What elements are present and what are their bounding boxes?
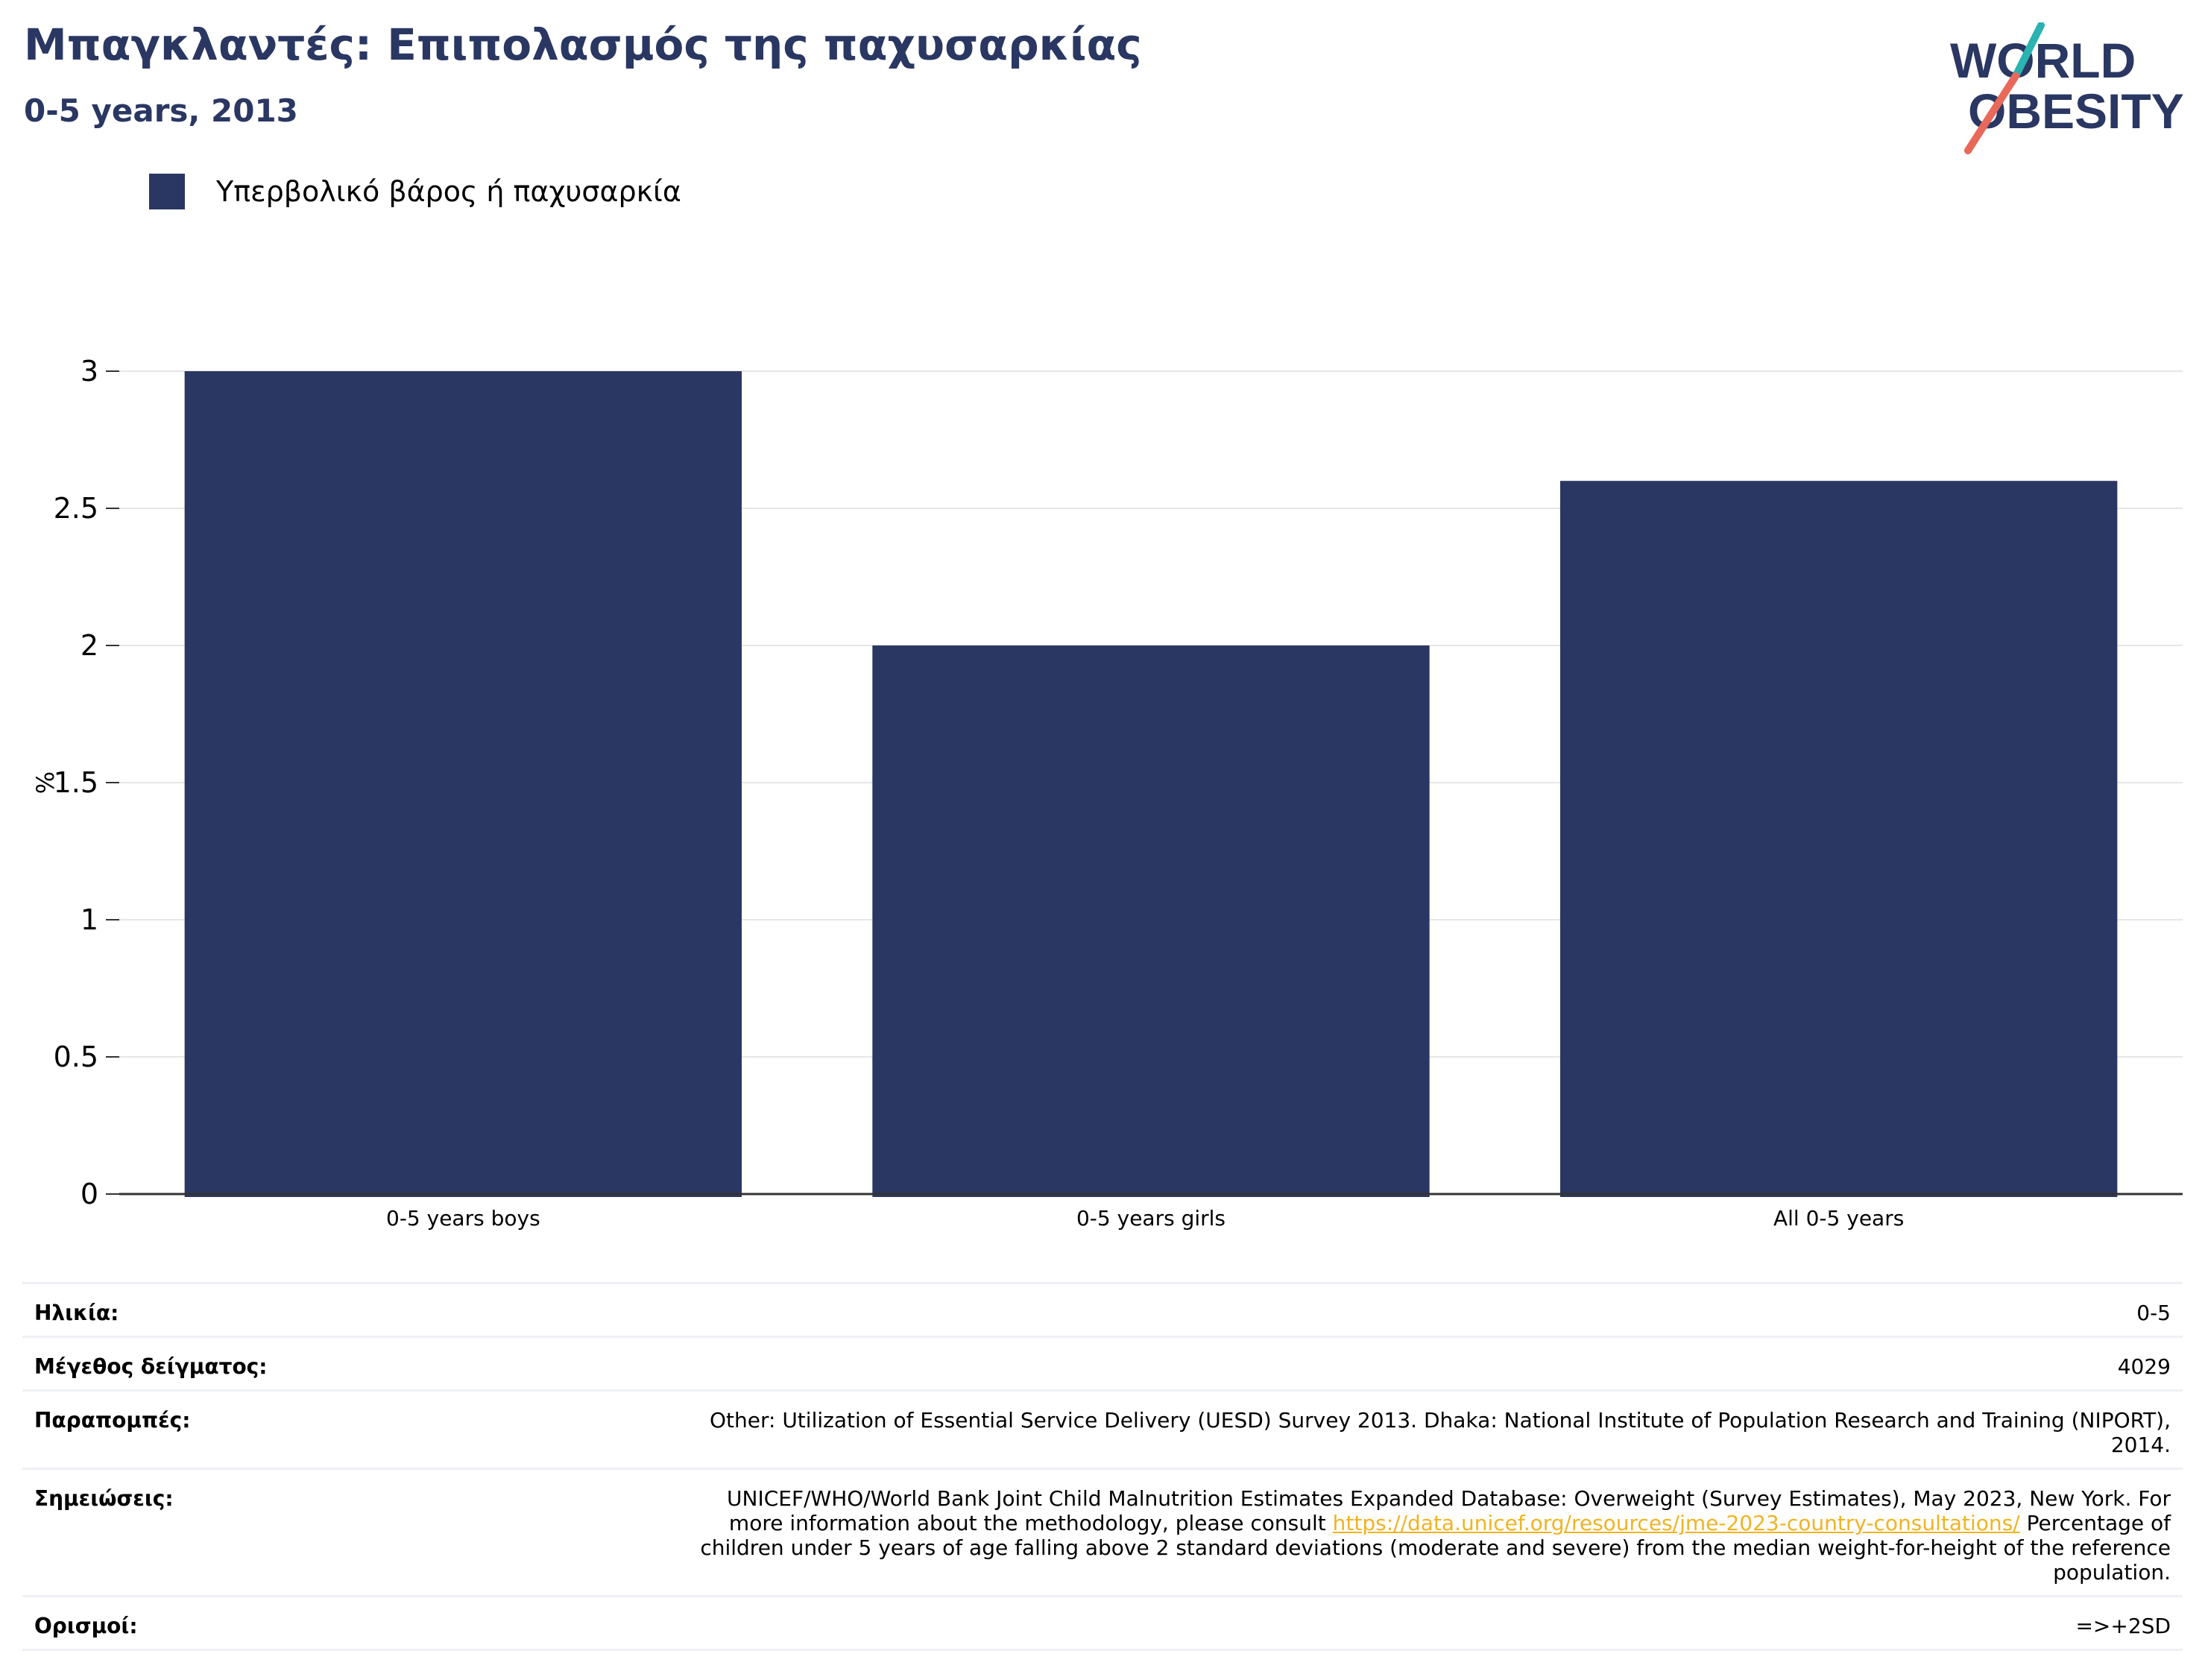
page-subtitle: 0-5 years, 2013 [24, 92, 298, 129]
info-row-notes: Σημειώσεις: UNICEF/WHO/World Bank Joint … [22, 1470, 2183, 1597]
references-line-2: 2014. [2110, 1433, 2171, 1457]
info-table: Ηλικία: 0-5 Μέγεθος δείγματος: 4029 Παρα… [22, 1282, 2183, 1651]
references-value: Other: Utilization of Essential Service … [710, 1408, 2171, 1457]
y-tick-label: 2.5 [54, 492, 98, 525]
references-label: Παραπομπές: [34, 1408, 191, 1433]
logo-text-world: WORLD [1950, 33, 2136, 88]
sample-size-value: 4029 [2117, 1354, 2171, 1379]
bar-chart: 0 0.5 1 1.5 2 2.5 3 0-5 years boys 0-5 years gir… [31, 355, 2183, 1231]
logo-slash-top [2012, 22, 2045, 80]
notes-line-3: children under 5 years of age falling ab… [700, 1535, 2171, 1560]
y-tick-label: 3 [81, 355, 98, 388]
sample-size-label: Μέγεθος δείγματος: [34, 1354, 268, 1379]
y-tick-label: 1 [81, 903, 98, 936]
age-value: 0-5 [2136, 1301, 2171, 1325]
legend-label: Υπερβολικό βάρος ή παχυσαρκία [216, 175, 681, 208]
notes-line-1: UNICEF/WHO/World Bank Joint Child Malnut… [727, 1486, 2171, 1511]
y-tick-label: 0.5 [54, 1040, 98, 1073]
info-row-sample: Μέγεθος δείγματος: 4029 [22, 1338, 2183, 1392]
references-line-1: Other: Utilization of Essential Service … [709, 1408, 2171, 1433]
bar [184, 371, 742, 1197]
notes-line-2-after: Percentage of [2026, 1511, 2171, 1535]
definitions-value: =>+2SD [2075, 1614, 2171, 1638]
notes-line-4: population. [2053, 1560, 2171, 1585]
info-row-references: Παραπομπές: Other: Utilization of Essent… [22, 1392, 2183, 1470]
page-title: Μπαγκλαντές: Επιπολασμός της παχυσαρκίας [24, 19, 1142, 70]
chart-legend: Υπερβολικό βάρος ή παχυσαρκία [149, 173, 681, 210]
bar [1559, 481, 2118, 1197]
info-row-definitions: Ορισμοί: =>+2SD [22, 1597, 2183, 1651]
bar [872, 645, 1430, 1197]
y-axis-label: % [31, 771, 60, 794]
axes: 0 0.5 1 1.5 2 2.5 3 0-5 years boys 0-5 years gir… [31, 355, 2183, 1231]
info-row-age: Ηλικία: 0-5 [22, 1284, 2183, 1338]
x-tick-label: All 0-5 years [1773, 1206, 1904, 1231]
y-tick-label: 0 [81, 1178, 98, 1210]
x-tick-label: 0-5 years girls [1076, 1206, 1225, 1231]
logo-slash-bottom [1964, 72, 2019, 154]
legend-swatch [149, 174, 185, 209]
notes-line-2-before: more information about the methodology, … [728, 1511, 1326, 1535]
world-obesity-logo: WORLD OBESITY [1950, 22, 2184, 154]
definitions-label: Ορισμοί: [34, 1614, 138, 1638]
y-tick-label: 1.5 [54, 766, 98, 799]
x-tick-label: 0-5 years boys [386, 1206, 540, 1231]
y-tick-label: 2 [81, 629, 98, 662]
methodology-link[interactable]: https://data.unicef.org/resources/jme-20… [1332, 1511, 2020, 1535]
notes-label: Σημειώσεις: [34, 1486, 174, 1511]
bars [184, 371, 2118, 1197]
notes-value: UNICEF/WHO/World Bank Joint Child Malnut… [700, 1486, 2171, 1585]
age-label: Ηλικία: [34, 1301, 119, 1325]
